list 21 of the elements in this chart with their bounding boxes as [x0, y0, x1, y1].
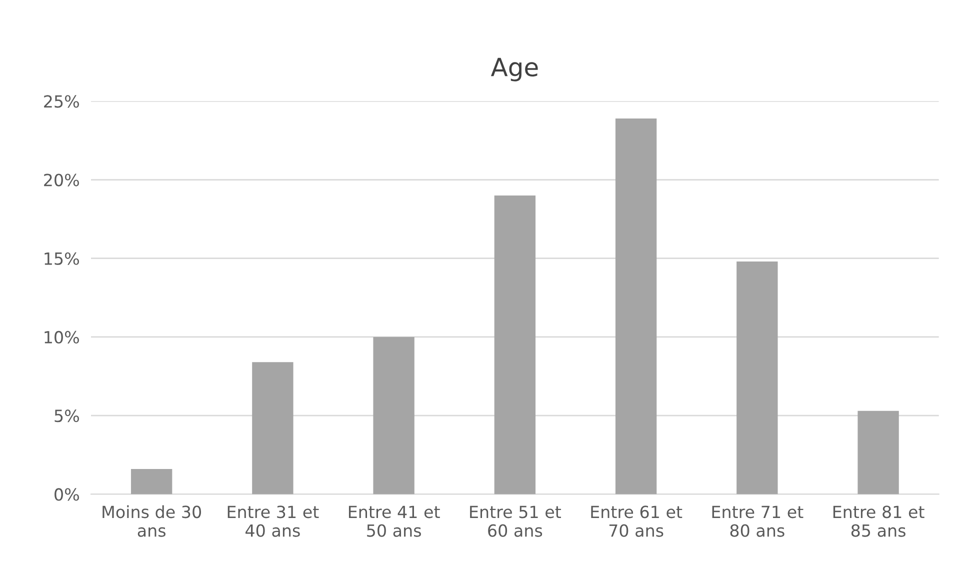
bar — [858, 410, 899, 494]
x-tick-label: Entre 61 et 70 ans — [591, 506, 682, 537]
chart-title: Age — [490, 58, 538, 82]
x-tick-label: Entre 41 et 50 ans — [348, 506, 440, 537]
bar — [736, 262, 778, 494]
x-tick-label: Entre 71 et 80 ans — [712, 506, 804, 537]
y-tick-label: 5% — [54, 410, 79, 422]
y-tick-label: 10% — [44, 330, 79, 344]
bar — [130, 469, 172, 494]
x-tick-label: Entre 51 et 60 ans — [470, 506, 561, 537]
bar — [252, 362, 294, 494]
y-tick-label: 0% — [54, 488, 79, 501]
y-tick-label: 20% — [44, 174, 79, 186]
bar — [373, 336, 414, 494]
x-tick-label: Moins de 30 ans — [102, 505, 202, 537]
y-tick-label: 25% — [44, 95, 79, 108]
bar — [615, 118, 657, 494]
y-tick-label: 15% — [44, 252, 79, 265]
bar — [494, 195, 536, 494]
x-tick-label: Entre 31 et 40 ans — [228, 506, 319, 537]
x-tick-label: Entre 81 et 85 ans — [833, 506, 924, 537]
